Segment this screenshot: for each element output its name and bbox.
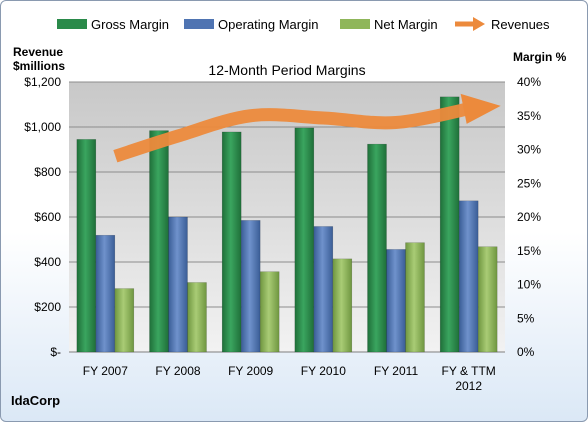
bar-net-margin — [477, 246, 498, 353]
bar-series — [76, 96, 498, 353]
right-axis-ticks: 0% 5% 10% 15% 20% 25% 30% 35% 40% — [517, 75, 541, 359]
left-tick-label: $600 — [34, 210, 61, 224]
bar-net-margin — [332, 258, 353, 353]
bar-gross-margin — [439, 96, 460, 353]
bar-operating-margin — [95, 234, 116, 353]
bar-gross-margin — [221, 131, 242, 353]
bar-operating-margin — [386, 249, 406, 353]
right-tick-label: 25% — [517, 176, 541, 190]
gridlines — [69, 81, 505, 353]
bar-operating-margin — [313, 226, 334, 353]
bar-operating-margin — [240, 220, 261, 353]
left-axis-title-line1: Revenue — [13, 45, 63, 59]
left-axis-title-line2: $millions — [13, 59, 65, 73]
legend-label-net-margin: Net Margin — [374, 17, 438, 32]
legend-label-operating-margin: Operating Margin — [218, 17, 318, 32]
category-label: FY 2009 — [228, 364, 273, 378]
right-tick-label: 35% — [517, 109, 541, 123]
bar-operating-margin — [458, 200, 479, 353]
category-label: FY 2007 — [83, 364, 128, 378]
category-label: FY 2011 — [374, 364, 419, 378]
left-tick-label: $1,000 — [24, 120, 61, 134]
left-tick-label: $800 — [34, 165, 61, 179]
revenues-trend — [113, 93, 501, 163]
right-tick-label: 0% — [517, 345, 535, 359]
bar-gross-margin — [367, 143, 387, 353]
category-label: 2012 — [455, 379, 482, 393]
revenues-trend-arrowhead — [460, 93, 501, 124]
right-axis-title: Margin % — [513, 50, 567, 64]
right-tick-label: 30% — [517, 143, 541, 157]
bar-gross-margin — [149, 130, 169, 353]
right-tick-label: 20% — [517, 210, 541, 224]
legend-label-revenues: Revenues — [491, 17, 550, 32]
category-label: FY 2010 — [301, 364, 346, 378]
right-tick-label: 40% — [517, 75, 541, 89]
right-tick-label: 15% — [517, 244, 541, 258]
revenues-trend-line — [113, 101, 474, 163]
right-tick-label: 5% — [517, 311, 535, 325]
left-axis-ticks: $- $200 $400 $600 $800 $1,000 $1,200 — [24, 75, 61, 359]
bar-net-margin — [187, 282, 207, 353]
bar-net-margin — [405, 242, 425, 353]
left-tick-label: $400 — [34, 255, 61, 269]
right-tick-label: 10% — [517, 278, 541, 292]
legend-swatch-net-margin — [340, 19, 370, 29]
bar-operating-margin — [168, 216, 188, 353]
category-label: FY 2008 — [155, 364, 200, 378]
legend: Gross Margin Operating Margin Net Margin… — [57, 17, 550, 32]
bar-gross-margin — [294, 127, 315, 353]
bar-net-margin — [259, 271, 280, 353]
company-name: IdaCorp — [11, 393, 60, 408]
category-labels: FY 2007 FY 2008 FY 2009 FY 2010 FY 2011 FY & … — [83, 364, 496, 393]
bar-gross-margin — [76, 139, 97, 353]
legend-swatch-operating-margin — [184, 19, 214, 29]
chart-title: 12-Month Period Margins — [208, 62, 365, 78]
left-tick-label: $- — [50, 345, 61, 359]
left-tick-label: $1,200 — [24, 75, 61, 89]
legend-swatch-gross-margin — [57, 19, 87, 29]
category-label: FY & TTM — [442, 364, 496, 378]
legend-label-gross-margin: Gross Margin — [91, 17, 169, 32]
bar-net-margin — [114, 288, 135, 353]
left-tick-label: $200 — [34, 300, 61, 314]
legend-arrow-head-revenues — [473, 17, 485, 31]
